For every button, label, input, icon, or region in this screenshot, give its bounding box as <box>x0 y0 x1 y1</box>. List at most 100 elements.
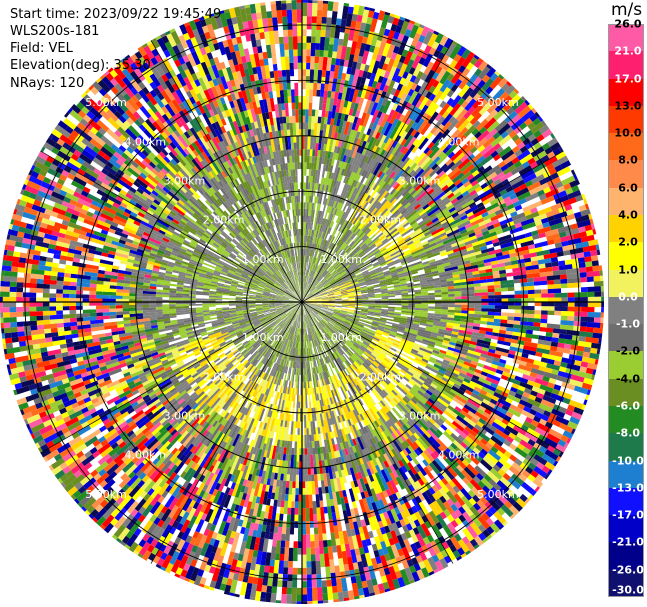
radar-gate <box>339 356 344 363</box>
radar-gate <box>320 386 325 400</box>
radar-gate <box>427 343 435 348</box>
radar-gate <box>352 562 359 570</box>
radar-gate <box>466 525 479 539</box>
radar-gate <box>333 451 338 459</box>
radar-gate <box>344 441 352 455</box>
radar-gate <box>359 335 366 340</box>
radar-gate <box>334 374 342 387</box>
radar-gate <box>433 568 440 574</box>
radar-gate <box>406 559 414 568</box>
radar-gate <box>520 313 535 319</box>
radar-gate <box>308 327 312 341</box>
radar-gate <box>438 395 451 405</box>
radar-gate <box>297 541 302 548</box>
radar-gate <box>507 353 515 359</box>
radar-gate <box>359 317 373 323</box>
radar-gate <box>520 395 529 403</box>
radar-gate <box>405 325 419 331</box>
radar-gate <box>367 401 377 414</box>
radar-gate <box>306 321 309 328</box>
radar-gate <box>416 569 425 580</box>
radar-gate <box>341 399 347 407</box>
radar-gate <box>443 440 451 448</box>
radar-gate <box>438 328 453 334</box>
radar-gate <box>451 331 459 336</box>
radar-gate <box>361 330 375 337</box>
radar-gate <box>325 384 332 398</box>
radar-gate <box>321 343 329 357</box>
radar-gate <box>287 507 292 515</box>
radar-gate <box>302 587 308 595</box>
radar-gate <box>456 555 462 561</box>
radar-gate <box>591 342 602 350</box>
radar-gate <box>432 500 444 514</box>
radar-gate <box>471 335 485 341</box>
radar-gate <box>324 391 328 399</box>
radar-gate <box>317 366 322 380</box>
radar-gate <box>448 480 456 488</box>
radar-gate <box>409 565 417 574</box>
radar-gate <box>491 494 505 508</box>
radar-gate <box>376 329 384 333</box>
radar-gate <box>488 348 496 354</box>
radar-gate <box>428 417 436 425</box>
radar-gate <box>383 453 393 467</box>
radar-gate <box>377 325 385 329</box>
radar-gate <box>482 411 496 422</box>
radar-gate <box>451 333 459 338</box>
radar-gate <box>345 318 358 325</box>
radar-gate <box>435 386 443 393</box>
radar-gate <box>582 351 591 358</box>
radar-gate <box>373 335 387 343</box>
radar-gate <box>482 383 497 392</box>
radar-gate <box>385 322 393 327</box>
radar-gate <box>418 561 426 570</box>
radar-gate <box>476 421 484 428</box>
radar-gate <box>424 520 432 529</box>
radar-gate <box>331 317 338 321</box>
radar-gate <box>314 306 321 310</box>
radar-gate <box>454 307 462 311</box>
radar-gate <box>312 494 316 502</box>
radar-gate <box>435 521 443 530</box>
radar-gate <box>559 406 568 414</box>
radar-gate <box>440 424 448 431</box>
radar-gate <box>469 538 478 548</box>
radar-gate <box>305 474 309 482</box>
radar-gate <box>580 316 595 323</box>
radar-gate <box>425 489 436 503</box>
radar-gate <box>377 520 384 529</box>
radar-gate <box>544 461 556 471</box>
radar-gate <box>331 316 344 324</box>
radar-gate <box>442 374 451 380</box>
radar-gate <box>486 534 493 540</box>
radar-gate <box>587 362 598 370</box>
radar-gate <box>453 383 461 389</box>
radar-gate <box>430 383 438 389</box>
radar-gate <box>558 338 566 344</box>
radar-gate <box>470 417 479 424</box>
radar-gate <box>461 407 470 414</box>
radar-gate <box>345 360 350 367</box>
radar-gate <box>382 347 396 356</box>
radar-gate <box>367 384 374 392</box>
radar-gate <box>380 462 387 470</box>
radar-gate <box>461 459 470 467</box>
radar-gate <box>351 535 359 550</box>
radar-gate <box>386 481 396 495</box>
radar-gate <box>352 332 359 338</box>
radar-gate <box>381 334 389 339</box>
radar-gate <box>328 305 335 308</box>
radar-gate <box>496 365 511 374</box>
radar-gate <box>390 558 400 573</box>
radar-gate <box>349 439 355 447</box>
radar-gate <box>427 315 441 319</box>
radar-gate <box>540 357 549 364</box>
radar-gate <box>306 306 312 311</box>
radar-gate <box>311 347 314 354</box>
radar-gate <box>347 481 352 490</box>
radar-gate <box>426 534 435 543</box>
radar-gate <box>362 511 370 526</box>
radar-gate <box>553 460 559 467</box>
radar-gate <box>308 302 322 305</box>
